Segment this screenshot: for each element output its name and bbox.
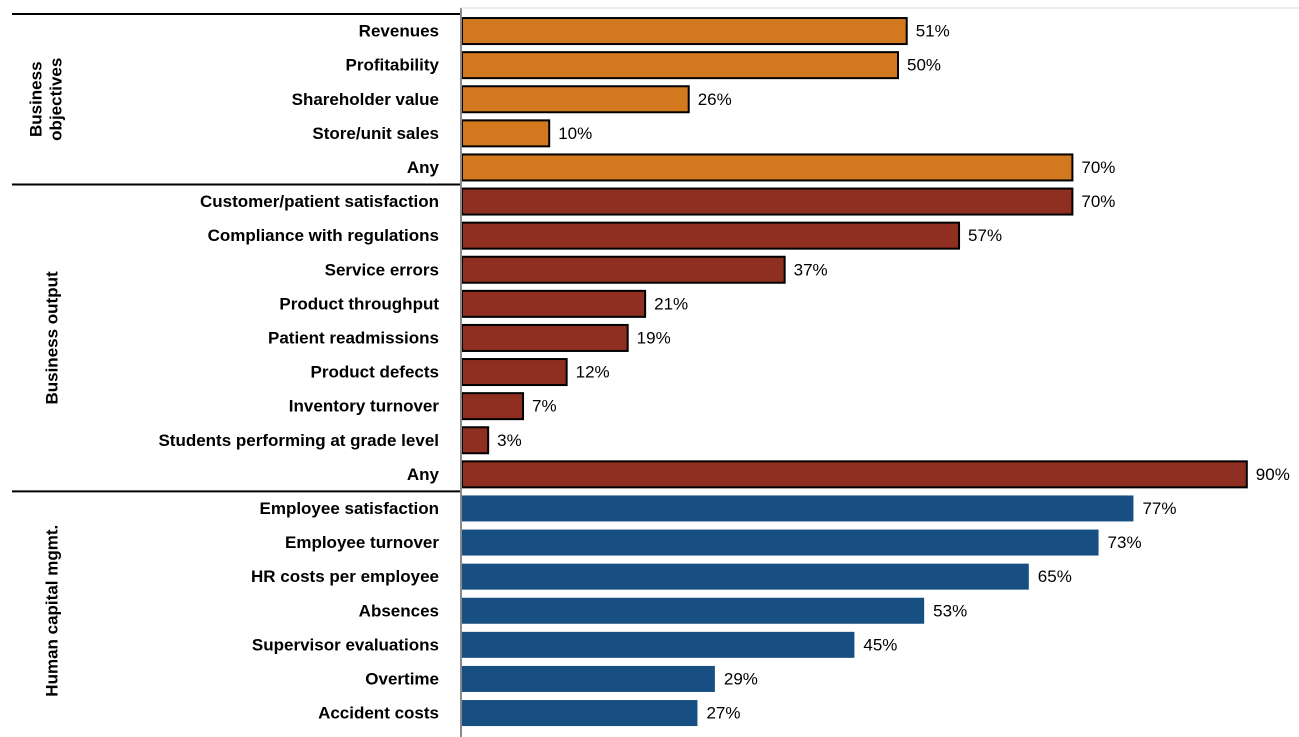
category-label: Supervisor evaluations (252, 635, 439, 654)
category-label: Service errors (325, 260, 439, 279)
category-label: Revenues (359, 22, 439, 41)
data-label: 3% (497, 431, 522, 450)
bar (461, 255, 786, 284)
bar (462, 700, 698, 727)
bar (461, 85, 690, 114)
data-label: 51% (916, 22, 950, 41)
bar (461, 392, 525, 421)
group-label-line: Human capital mgmt. (43, 525, 62, 697)
bar (462, 665, 715, 692)
bar (462, 563, 1029, 590)
bar (461, 153, 1074, 182)
category-label: Shareholder value (292, 90, 439, 109)
data-label: 53% (933, 601, 967, 620)
category-label: Any (407, 465, 440, 484)
group-label-line: objectives (47, 58, 66, 141)
data-label: 19% (637, 328, 671, 347)
category-label: Inventory turnover (289, 397, 440, 416)
data-label: 29% (724, 669, 758, 688)
data-label: 7% (532, 397, 557, 416)
data-label: 45% (863, 635, 897, 654)
data-label: 37% (794, 260, 828, 279)
category-label: Product defects (311, 363, 439, 382)
data-label: 10% (558, 124, 592, 143)
bar (461, 119, 551, 148)
group-label-line: Business (27, 61, 46, 137)
data-label: 27% (706, 704, 740, 723)
data-label: 65% (1038, 567, 1072, 586)
bar (462, 597, 925, 624)
bar (462, 529, 1099, 556)
group-label-line: Business output (43, 271, 62, 405)
group-label: Business output (43, 271, 62, 405)
group-label: Human capital mgmt. (43, 525, 62, 697)
category-label: Any (407, 158, 440, 177)
category-label: Employee satisfaction (259, 499, 439, 518)
bar (461, 187, 1074, 216)
data-label: 70% (1081, 192, 1115, 211)
data-label: 77% (1142, 499, 1176, 518)
bar (461, 460, 1248, 489)
data-label: 73% (1108, 533, 1142, 552)
bar (462, 495, 1134, 522)
category-label: Product throughput (279, 294, 439, 313)
category-label: Store/unit sales (312, 124, 439, 143)
data-label: 21% (654, 294, 688, 313)
data-label: 12% (576, 363, 610, 382)
category-label: Compliance with regulations (208, 226, 439, 245)
category-label: Profitability (345, 56, 439, 75)
bar (462, 631, 855, 658)
group-label: Businessobjectives (27, 58, 66, 141)
category-label: Accident costs (318, 704, 439, 723)
bar (461, 221, 961, 250)
category-label: Students performing at grade level (158, 431, 439, 450)
bar (461, 289, 647, 318)
bar (461, 323, 629, 352)
category-label: Employee turnover (285, 533, 439, 552)
data-label: 26% (698, 90, 732, 109)
bar (461, 51, 899, 80)
category-label: Absences (359, 601, 439, 620)
bar (461, 358, 568, 387)
category-label: HR costs per employee (251, 567, 439, 586)
data-label: 57% (968, 226, 1002, 245)
data-label: 50% (907, 56, 941, 75)
category-label: Patient readmissions (268, 328, 439, 347)
data-label: 70% (1081, 158, 1115, 177)
bar (461, 426, 490, 455)
data-label: 90% (1256, 465, 1290, 484)
category-label: Customer/patient satisfaction (200, 192, 439, 211)
category-label: Overtime (365, 669, 439, 688)
bar (461, 17, 908, 46)
